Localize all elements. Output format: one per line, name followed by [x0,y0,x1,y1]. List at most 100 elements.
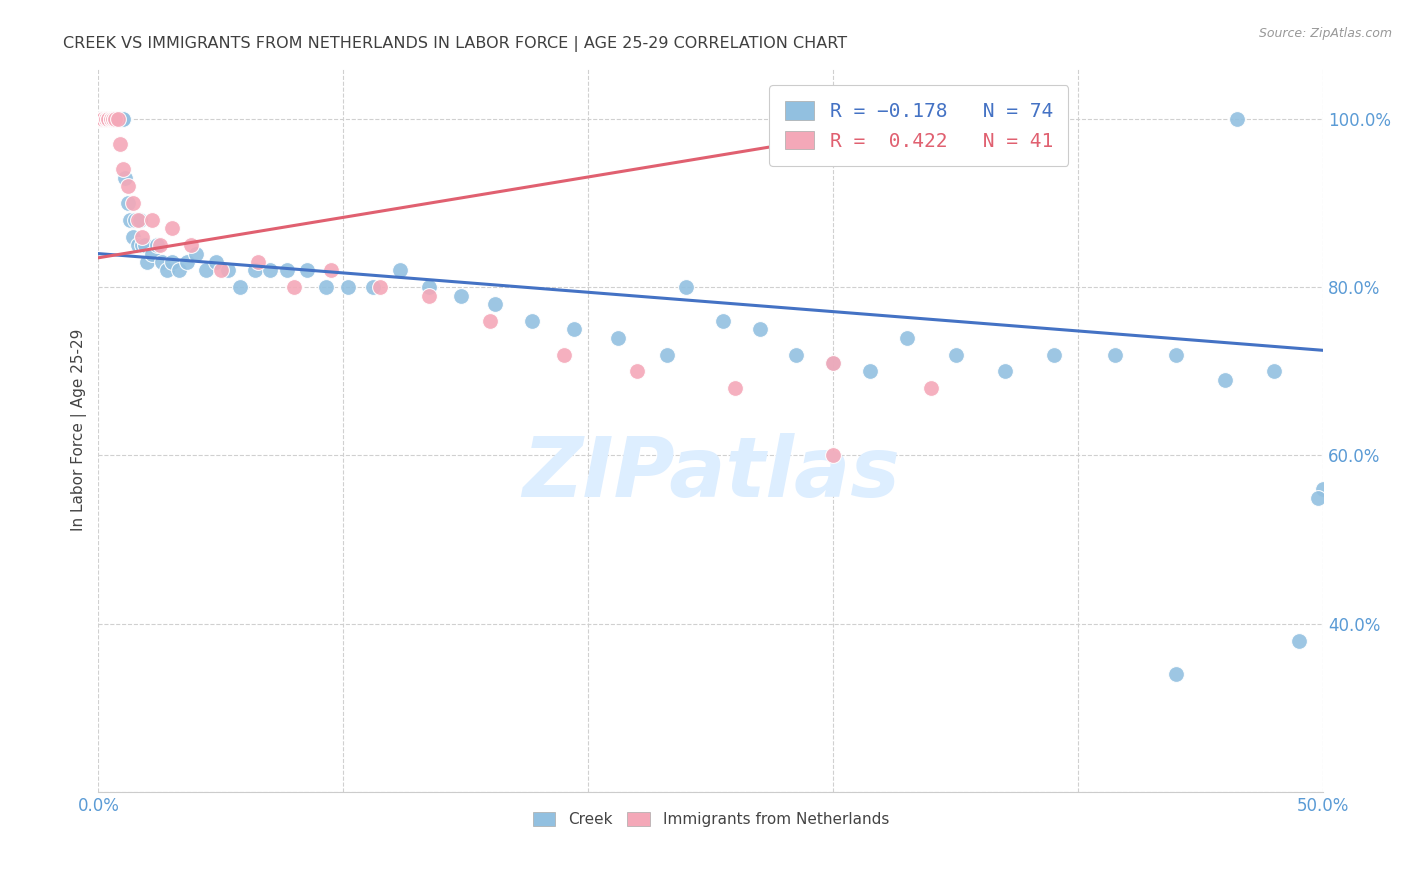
Point [319,263,342,277]
Point [859,364,882,378]
Point [1312,482,1334,496]
Point [337,280,360,294]
Point [295,263,318,277]
Point [626,364,648,378]
Legend: Creek, Immigrants from Netherlands: Creek, Immigrants from Netherlands [524,805,897,835]
Point [246,255,269,269]
Point [110,112,132,126]
Point [1166,347,1188,361]
Point [104,112,127,126]
Point [90,112,112,126]
Point [97,112,120,126]
Point [131,238,153,252]
Point [100,112,122,126]
Point [243,263,266,277]
Point [167,263,190,277]
Point [127,213,149,227]
Point [994,364,1017,378]
Point [205,255,228,269]
Point [160,255,183,269]
Point [101,112,124,126]
Point [150,255,173,269]
Point [675,280,697,294]
Point [97,112,120,126]
Point [90,112,112,126]
Point [141,213,163,227]
Point [361,280,384,294]
Point [176,255,198,269]
Point [1308,491,1330,505]
Point [484,297,506,311]
Point [141,246,163,260]
Y-axis label: In Labor Force | Age 25-29: In Labor Force | Age 25-29 [72,329,87,532]
Point [110,137,132,152]
Point [920,381,942,395]
Point [785,347,807,361]
Point [124,213,146,227]
Point [94,112,117,126]
Point [121,229,143,244]
Point [748,322,770,336]
Point [562,322,585,336]
Point [90,112,112,126]
Point [655,347,678,361]
Point [1213,373,1236,387]
Point [107,112,129,126]
Point [104,112,127,126]
Point [111,112,134,126]
Point [724,381,747,395]
Point [146,238,169,252]
Point [104,112,127,126]
Point [180,238,202,252]
Point [259,263,281,277]
Text: CREEK VS IMMIGRANTS FROM NETHERLANDS IN LABOR FORCE | AGE 25-29 CORRELATION CHAR: CREEK VS IMMIGRANTS FROM NETHERLANDS IN … [63,36,848,52]
Point [91,112,114,126]
Point [111,112,134,126]
Point [209,263,232,277]
Point [91,112,114,126]
Point [1263,364,1285,378]
Text: Source: ZipAtlas.com: Source: ZipAtlas.com [1258,27,1392,40]
Point [91,112,114,126]
Point [97,112,120,126]
Point [97,112,120,126]
Point [121,196,143,211]
Point [160,221,183,235]
Point [149,238,172,252]
Point [711,314,734,328]
Point [131,229,153,244]
Point [315,280,337,294]
Point [120,213,142,227]
Point [129,213,152,227]
Point [1226,112,1249,126]
Point [94,112,117,126]
Point [195,263,218,277]
Point [117,196,139,211]
Point [117,179,139,194]
Point [101,112,124,126]
Point [107,112,129,126]
Point [111,162,134,177]
Point [388,263,411,277]
Text: ZIPatlas: ZIPatlas [522,434,900,514]
Point [101,112,124,126]
Point [100,112,122,126]
Point [136,255,159,269]
Point [368,280,391,294]
Point [104,112,127,126]
Point [156,263,179,277]
Point [1104,347,1126,361]
Point [450,288,472,302]
Point [94,112,117,126]
Point [127,238,149,252]
Point [276,263,298,277]
Point [823,449,845,463]
Point [553,347,575,361]
Point [418,280,440,294]
Point [520,314,543,328]
Point [418,288,440,302]
Point [823,356,845,370]
Point [1042,347,1064,361]
Point [100,112,122,126]
Point [1288,633,1310,648]
